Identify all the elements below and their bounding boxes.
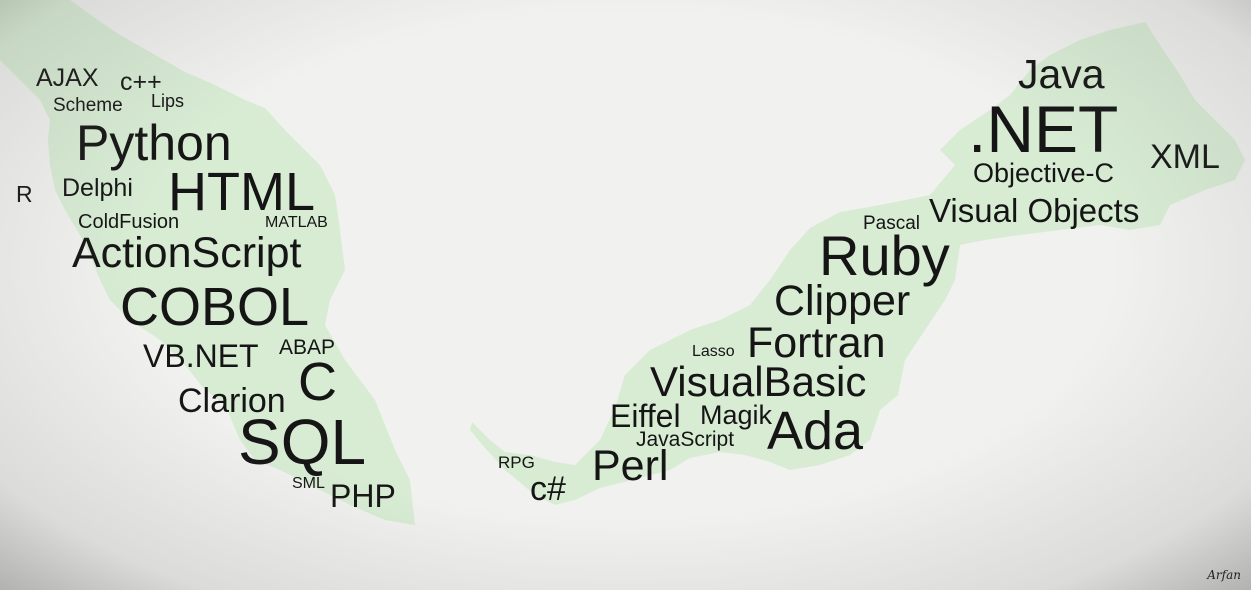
word-csharp: c# [530,470,566,508]
word-ada: Ada [767,401,864,461]
word-clarion: Clarion [178,382,286,420]
word-visualbasic: VisualBasic [650,358,867,405]
word-html: HTML [168,162,315,222]
word-java: Java [1018,51,1105,97]
word-eiffel: Eiffel [610,398,681,434]
word-c: C [298,352,337,412]
word-r: R [16,181,33,207]
word-cpp: c++ [120,68,162,96]
word-sml: SML [292,475,325,492]
word-magik: Magik [700,400,773,430]
word-coldfusion: ColdFusion [78,211,180,233]
word-matlab: MATLAB [265,214,328,231]
word-xml: XML [1150,138,1220,176]
word-sql: SQL [238,406,367,478]
word-lips: Lips [151,91,185,111]
borneo-malaysia-shape [470,22,1245,505]
word-scheme: Scheme [53,95,123,116]
word-dotnet: .NET [968,92,1119,166]
word-clipper: Clipper [774,277,911,325]
signature: Arfan [1207,568,1241,582]
word-objective-c: Objective-C [973,158,1115,188]
word-pascal: Pascal [863,213,921,234]
word-javascript: JavaScript [636,428,735,451]
word-actionscript: ActionScript [72,229,302,277]
word-python: Python [76,115,232,171]
word-ajax: AJAX [36,64,99,92]
word-ruby: Ruby [819,224,950,287]
word-vbnet: VB.NET [143,338,259,374]
word-lasso: Lasso [692,343,735,360]
word-visual-objects: Visual Objects [929,192,1140,229]
word-delphi: Delphi [62,174,133,202]
peninsular-malaysia-shape [0,0,415,525]
word-fortran: Fortran [747,319,886,367]
word-perl: Perl [592,442,669,490]
word-abap: ABAP [279,336,336,359]
word-cobol: COBOL [120,277,310,337]
word-php: PHP [330,478,396,514]
word-rpg: RPG [498,453,535,472]
